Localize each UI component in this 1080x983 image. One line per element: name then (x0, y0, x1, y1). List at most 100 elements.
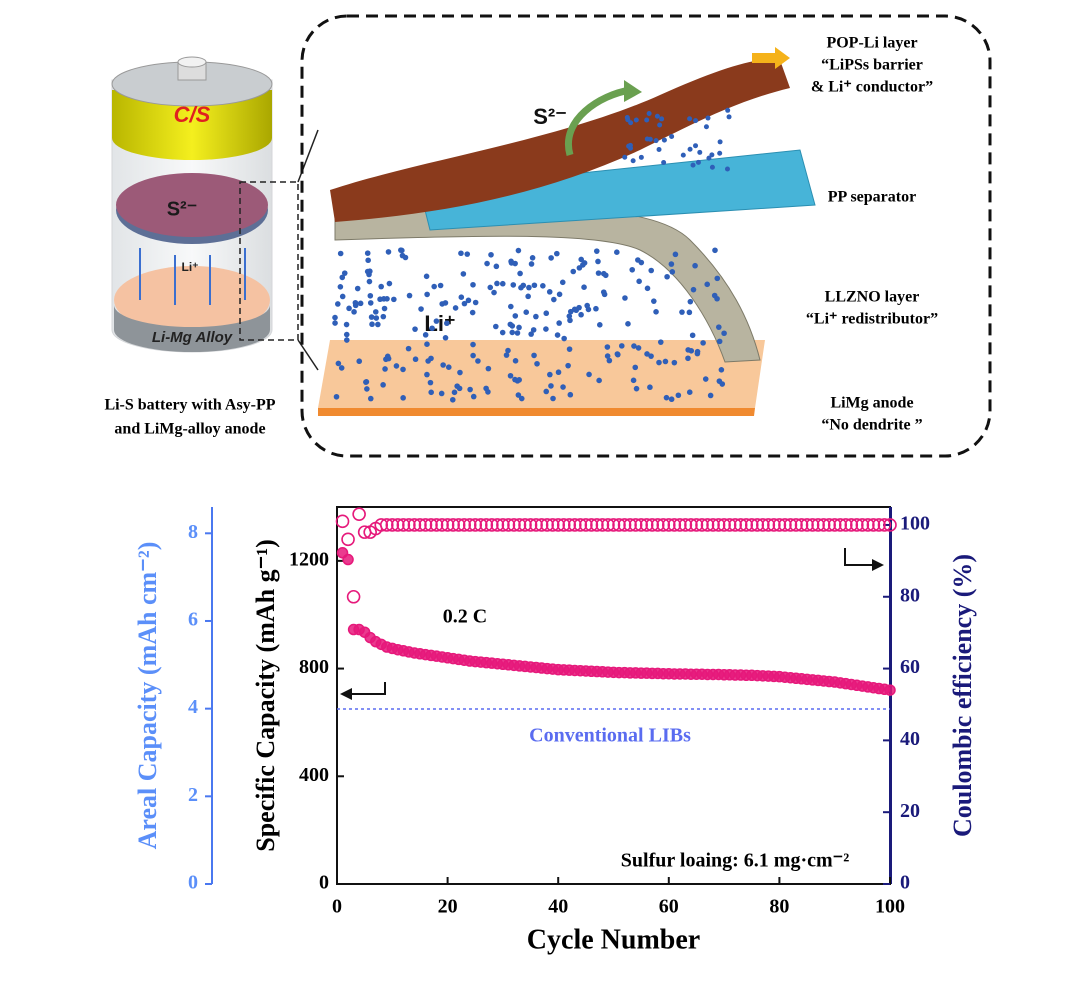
li-ion (554, 332, 561, 338)
li-ion (412, 356, 419, 363)
li-ion (352, 299, 359, 306)
li-ion (566, 313, 573, 319)
li-ion (384, 353, 391, 360)
li-ion (644, 351, 650, 357)
li-ion (505, 347, 511, 354)
annotation: 0.2 C (443, 606, 487, 628)
efficiency-point (501, 518, 516, 532)
li-ion (555, 369, 562, 376)
efficiency-point (468, 518, 483, 532)
li-ion (724, 166, 730, 172)
li-ion (440, 362, 446, 368)
battery-label: Li-Mg Alloy (152, 329, 233, 346)
efficiency-point (650, 518, 665, 532)
li-ion (525, 293, 531, 300)
efficiency-point (684, 518, 698, 532)
efficiency-point (590, 518, 604, 532)
li-ion (654, 113, 660, 119)
li-ion (707, 392, 714, 399)
li-ion (690, 162, 696, 168)
li-ion (644, 285, 651, 292)
efficiency-point (756, 518, 770, 532)
li-ion (461, 300, 468, 307)
y3-tick-label: 2 (188, 784, 198, 806)
li-ion (460, 271, 467, 277)
y3-axis-label: Areal Capacity (mAh cm⁻²) (133, 542, 162, 850)
efficiency-point (628, 518, 643, 532)
li-ion (427, 379, 434, 386)
axis-arrow (340, 688, 352, 700)
li-ion (451, 389, 458, 396)
y-tick-label: 400 (299, 764, 329, 786)
x-axis-label: Cycle Number (527, 924, 700, 955)
efficiency-point (673, 518, 687, 532)
li-ion (445, 364, 452, 370)
li-ion (604, 353, 611, 359)
y3-tick-label: 4 (188, 696, 198, 718)
chart: 0 20 40 60 80 1000400800120002040608010002468… (133, 506, 977, 955)
li-ion (715, 324, 722, 330)
efficiency-point (617, 518, 632, 532)
li-ion (518, 395, 525, 402)
x-tick-label: 0 (332, 896, 342, 918)
li-ion (596, 377, 602, 384)
li-ion (508, 303, 514, 310)
efficiency-point (706, 518, 720, 532)
axis-arrow (872, 559, 884, 571)
li-ion (653, 138, 659, 144)
li-ion (636, 278, 642, 285)
li-ion (622, 295, 628, 301)
efficiency-point (490, 518, 505, 532)
li-ion (567, 317, 573, 324)
li-ion (571, 306, 578, 313)
efficiency-point (529, 518, 543, 532)
layer-label: “Li⁺ redistributor” (806, 311, 938, 328)
li-ion (585, 306, 592, 313)
efficiency-point (667, 518, 682, 532)
layer-labels: POP-Li layer “LiPSs barrier & Li⁺ conducto… (806, 35, 938, 434)
efficiency-point (562, 518, 577, 532)
li-ion (516, 324, 522, 331)
li-ion (632, 364, 639, 371)
li-ion (593, 305, 599, 312)
li-ion (614, 249, 620, 255)
li-ion (690, 286, 697, 293)
efficiency-point (446, 518, 460, 532)
efficiency-point (485, 518, 499, 532)
li-ion (630, 377, 637, 384)
y2-tick-label: 80 (900, 584, 920, 606)
li-ion (382, 366, 388, 372)
li-ion (507, 372, 514, 379)
li-ion (375, 321, 381, 328)
y2-tick-label: 40 (900, 728, 920, 750)
li-ion (332, 320, 338, 326)
li-ion (346, 305, 352, 312)
li-ion (656, 359, 662, 366)
li-ion (624, 114, 630, 120)
efficiency-point (507, 518, 521, 532)
li-ion (548, 255, 554, 261)
efficiency-point (717, 518, 731, 532)
li-ion (689, 332, 696, 339)
li-ion (635, 345, 642, 351)
li-ion (344, 337, 350, 343)
x-tick-label: 40 (548, 896, 568, 918)
li-ion (335, 360, 342, 367)
efficiency-point (750, 518, 765, 532)
li-ion (656, 146, 662, 152)
li-ion (550, 395, 556, 402)
efficiency-point (518, 518, 532, 532)
annotation: Sulfur loaing: 6.1 mg·cm⁻² (621, 850, 849, 872)
efficiency-point (352, 507, 366, 521)
li-ion (487, 284, 494, 291)
battery-label: C/S (174, 102, 211, 127)
caption: Li-S battery with Asy-PP (104, 397, 275, 414)
li-ion (483, 385, 489, 392)
layer-label: LLZNO layer (825, 289, 920, 306)
li-ion (503, 352, 510, 358)
li-ion (717, 150, 723, 156)
li-ion (512, 358, 519, 364)
li-ion (386, 280, 393, 287)
li-ion (412, 326, 418, 332)
y-tick-label: 0 (319, 872, 329, 894)
